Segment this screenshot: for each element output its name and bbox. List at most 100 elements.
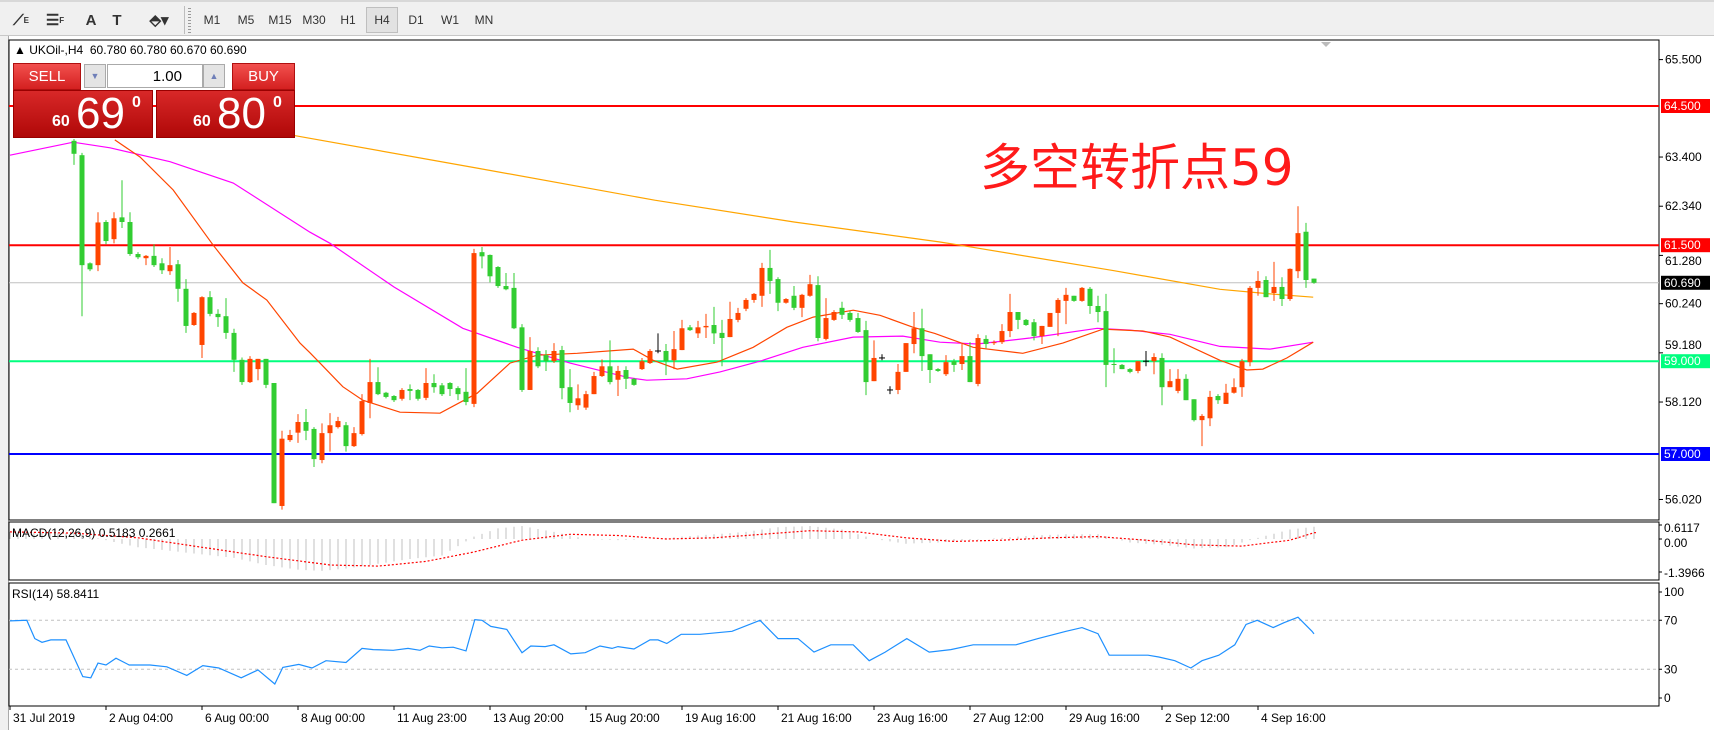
- candle-body: [1119, 364, 1125, 370]
- candle-body: [903, 343, 909, 372]
- candle-body: [1039, 325, 1045, 337]
- candle-body: [719, 332, 725, 338]
- candle-body: [487, 254, 493, 277]
- text-icon[interactable]: A: [85, 11, 97, 29]
- candle-body: [687, 327, 693, 331]
- candle-body: [967, 356, 973, 383]
- candle-body: [927, 354, 933, 371]
- candle-body: [1055, 299, 1061, 313]
- date-tick-label: 31 Jul 2019: [13, 711, 75, 725]
- candle-body: [71, 140, 77, 154]
- lot-decrease-button[interactable]: ▼: [84, 64, 106, 88]
- candle-body: [1199, 415, 1205, 421]
- timeframe-m30-button[interactable]: M30: [302, 13, 326, 27]
- candle-body: [135, 254, 141, 258]
- candle-body: [919, 328, 925, 357]
- candle-body: [1159, 357, 1165, 388]
- chart-text-annotation[interactable]: 多空转折点59: [980, 139, 1294, 197]
- timeframe-d1-button[interactable]: D1: [408, 13, 424, 27]
- candle-body: [199, 297, 205, 345]
- price-label-59.000: 59.000: [1664, 354, 1701, 368]
- price-label-57.000: 57.000: [1664, 447, 1701, 461]
- price-tick-label: 59.180: [1665, 338, 1702, 352]
- lot-size-input[interactable]: [107, 64, 203, 88]
- timeframe-h4-button[interactable]: H4: [366, 7, 398, 33]
- candle-body: [831, 312, 837, 320]
- candle-body: [255, 358, 261, 370]
- candle-body: [463, 391, 469, 403]
- candle-body: [1167, 381, 1173, 388]
- candle-body: [1095, 305, 1101, 313]
- candle-body: [127, 222, 133, 255]
- candle-body: [79, 155, 85, 266]
- timeframe-h1-button[interactable]: H1: [340, 13, 356, 27]
- timeframe-mn-button[interactable]: MN: [474, 13, 494, 27]
- timeframe-w1-button[interactable]: W1: [441, 13, 459, 27]
- timeframe-m5-button[interactable]: M5: [237, 13, 255, 27]
- date-tick-label: 13 Aug 20:00: [493, 711, 564, 725]
- price-label-64.500: 64.500: [1664, 99, 1701, 113]
- candle-body: [1047, 312, 1053, 327]
- candle-body: [559, 350, 565, 389]
- candle-body: [1135, 361, 1141, 371]
- candle-body: [943, 362, 949, 375]
- candle-body: [727, 318, 733, 338]
- date-tick-label: 11 Aug 23:00: [397, 711, 467, 725]
- date-tick-label: 19 Aug 16:00: [685, 711, 756, 725]
- sell-price-button[interactable]: 60 69 0: [13, 90, 153, 138]
- candle-body: [807, 284, 813, 296]
- moving-average-line-3: [114, 139, 1314, 414]
- candle-body: [759, 267, 765, 296]
- candle-body: [455, 388, 461, 395]
- candle-body: [575, 398, 581, 406]
- timeframe-m15-button[interactable]: M15: [268, 13, 292, 27]
- candle-body: [1311, 278, 1317, 283]
- fibonacci-icon[interactable]: ☰ F: [45, 12, 65, 29]
- buy-price-button[interactable]: 60 80 0: [156, 90, 295, 138]
- buy-button[interactable]: BUY: [232, 63, 295, 90]
- sell-price-pips: 69: [76, 90, 125, 138]
- candle-body: [447, 383, 453, 390]
- candle-body: [599, 366, 605, 377]
- toolbar-grip[interactable]: [188, 8, 191, 34]
- chart-tools-icon[interactable]: ⟋ E: [13, 11, 29, 29]
- candle-body: [151, 255, 157, 266]
- candle-body: [343, 425, 349, 447]
- buy-price-pips: 80: [217, 90, 266, 138]
- candle-body: [959, 356, 965, 364]
- candle-body: [1271, 286, 1277, 293]
- price-label-box: [1661, 354, 1710, 369]
- candle-body: [839, 307, 845, 315]
- macd-tick-label: 0.6117: [1664, 521, 1700, 535]
- candle-body: [407, 389, 413, 391]
- candle-body: [375, 382, 381, 395]
- rsi-plot: [9, 616, 1659, 685]
- candle-body: [607, 366, 613, 383]
- candle-body: [111, 218, 117, 240]
- candle-body: [359, 401, 365, 435]
- arrows-icon[interactable]: ⬘▾: [149, 12, 169, 29]
- candle-body: [1031, 322, 1037, 337]
- sell-price-prefix: 60: [52, 113, 70, 130]
- moving-average-line-1: [233, 124, 1314, 298]
- candle-body: [351, 433, 357, 447]
- candle-body: [1255, 280, 1261, 288]
- lot-increase-button[interactable]: ▲: [203, 64, 225, 88]
- candle-body: [847, 312, 853, 320]
- timeframe-m1-button[interactable]: M1: [203, 13, 221, 27]
- text-label-icon[interactable]: T: [112, 11, 122, 29]
- candle-body: [479, 252, 485, 257]
- price-tick-label: 63.400: [1665, 150, 1702, 164]
- sell-button[interactable]: SELL: [13, 63, 81, 90]
- candle-body: [431, 383, 437, 388]
- date-tick-label: 15 Aug 20:00: [589, 711, 660, 725]
- candle-body: [991, 342, 997, 344]
- candle-body: [767, 267, 773, 281]
- candle-body: [1151, 357, 1157, 362]
- date-tick-label: 29 Aug 16:00: [1069, 711, 1140, 725]
- candle-body: [1287, 268, 1293, 300]
- candle-body: [1063, 294, 1069, 301]
- candle-body: [663, 350, 669, 362]
- candle-body: [647, 350, 653, 364]
- candle-body: [895, 371, 901, 390]
